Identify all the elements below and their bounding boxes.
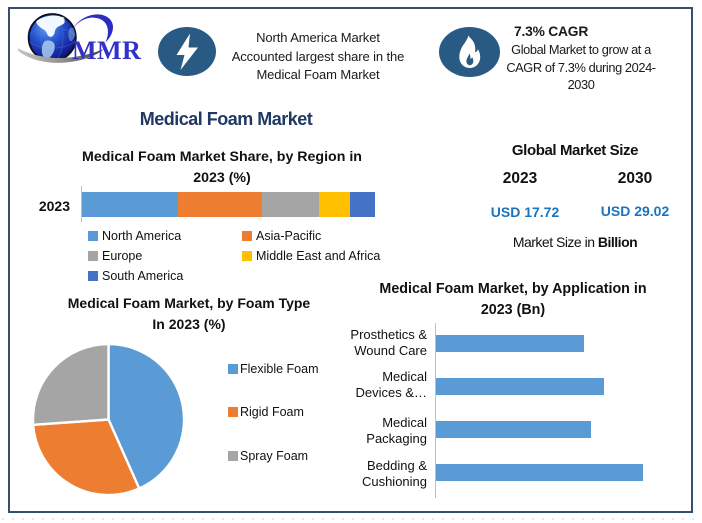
svg-text:MMR: MMR (72, 36, 141, 65)
